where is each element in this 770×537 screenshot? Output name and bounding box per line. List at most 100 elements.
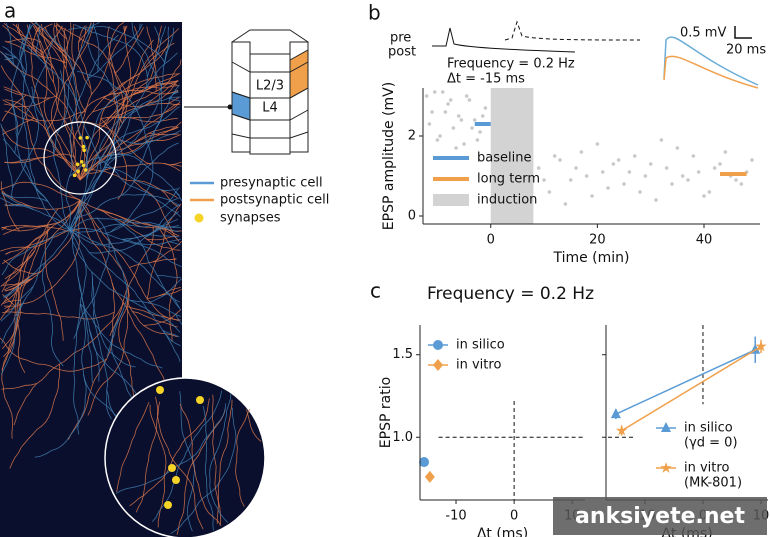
- legend-swatch: [433, 194, 469, 206]
- neurite: [106, 101, 181, 119]
- neurite: [36, 23, 53, 33]
- y-tick-label: 0: [408, 209, 416, 224]
- trace-in-vitro: [663, 55, 759, 89]
- data-point: [590, 194, 594, 198]
- legend-marker: [660, 462, 672, 473]
- zoom-inset: [104, 377, 266, 537]
- neurite: [1, 193, 71, 231]
- data-point: [438, 134, 442, 138]
- data-point: [600, 170, 605, 174]
- neurite: [91, 271, 112, 420]
- neurite: [246, 409, 262, 442]
- legend-label: long term: [477, 172, 540, 187]
- neurite: [4, 278, 33, 291]
- synapse: [172, 476, 180, 484]
- neurite: [1, 199, 81, 229]
- data-point: [712, 166, 717, 170]
- synapse: [81, 163, 86, 168]
- data-point: [670, 182, 674, 186]
- data-point: [606, 186, 610, 190]
- neurite: [38, 40, 68, 161]
- data-point: [574, 166, 578, 170]
- neurite: [152, 240, 183, 263]
- neurite: [132, 80, 179, 95]
- legend-note: (MK-801): [684, 476, 742, 491]
- neurite: [69, 229, 180, 309]
- data-point: [627, 170, 632, 174]
- neurite: [0, 235, 54, 375]
- synapse: [156, 386, 164, 394]
- neurite: [128, 126, 178, 147]
- neurite: [1, 223, 55, 232]
- marker: [755, 340, 767, 352]
- neurite: [4, 157, 46, 164]
- neurite: [157, 274, 181, 279]
- neurite: [146, 26, 157, 92]
- neurite: [145, 204, 180, 238]
- x-tick-label: 40: [696, 233, 713, 248]
- legend-label: in vitro: [684, 461, 729, 476]
- neurite: [101, 209, 181, 251]
- neurite: [1, 227, 51, 371]
- neurite: [5, 251, 12, 255]
- layer-label: L4: [262, 101, 278, 116]
- data-point: [675, 146, 680, 150]
- neurite: [64, 22, 72, 52]
- neurite: [76, 120, 152, 166]
- neurite: [65, 34, 119, 231]
- neurite: [129, 299, 182, 317]
- neurite: [104, 106, 180, 168]
- neurite: [5, 229, 79, 255]
- neurite: [155, 396, 204, 530]
- neurite: [4, 88, 22, 96]
- data-point: [480, 114, 485, 118]
- data-point: [542, 178, 546, 182]
- data-point: [734, 178, 738, 182]
- neurite: [1, 383, 37, 390]
- neurite: [235, 408, 251, 507]
- neurite: [118, 22, 125, 27]
- neurite: [33, 25, 81, 181]
- neurite: [0, 337, 107, 372]
- scale-label: 0.5 mV: [680, 26, 726, 41]
- neurite: [122, 238, 181, 245]
- zoom-circle: [43, 121, 117, 195]
- neurite: [69, 94, 121, 231]
- legend-label: in silico: [456, 338, 505, 353]
- data-point: [616, 158, 621, 162]
- neurite: [146, 203, 182, 299]
- neurite: [89, 225, 180, 254]
- neurite: [27, 21, 38, 31]
- neurite: [68, 26, 166, 63]
- post-trace: [504, 20, 641, 41]
- neurite: [146, 235, 177, 241]
- marker: [615, 424, 628, 436]
- neurite: [5, 22, 14, 65]
- data-point: [723, 150, 728, 154]
- neurite: [3, 86, 56, 99]
- legend-note: (γd = 0): [684, 436, 738, 451]
- neurite: [53, 23, 93, 155]
- neurite: [3, 282, 20, 358]
- data-point: [424, 94, 429, 98]
- data-point: [648, 162, 653, 166]
- neurite: [179, 59, 182, 66]
- neurite: [73, 142, 179, 220]
- neurite: [131, 22, 147, 55]
- neurite: [99, 65, 181, 125]
- neurite: [79, 25, 132, 181]
- neurite: [149, 404, 167, 528]
- neurite: [9, 364, 61, 469]
- neurite: [168, 97, 181, 102]
- neurite: [164, 27, 175, 63]
- synapse: [79, 160, 84, 164]
- neurite: [209, 393, 232, 524]
- neurite: [59, 70, 88, 174]
- neurite: [78, 22, 92, 43]
- data-point: [464, 94, 469, 98]
- legend-marker: [433, 340, 443, 350]
- neurite: [35, 23, 79, 105]
- data-point: [552, 154, 557, 158]
- marker: [610, 408, 621, 419]
- neurite: [79, 303, 163, 369]
